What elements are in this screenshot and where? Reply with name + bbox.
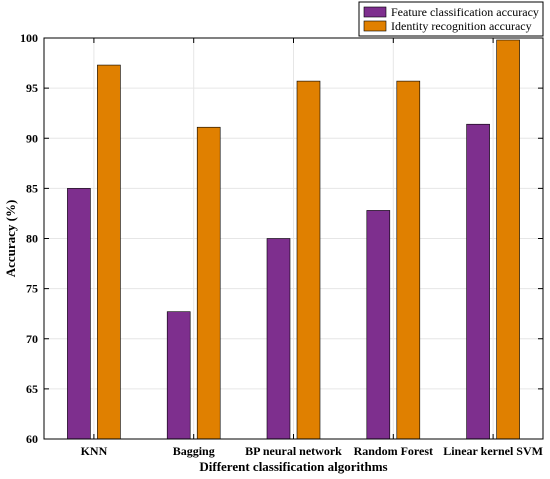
legend-swatch-identity xyxy=(363,20,387,32)
bar-identity-recognition xyxy=(296,80,321,440)
y-tick-label: 85 xyxy=(26,181,38,195)
legend-label-feature: Feature classification accuracy xyxy=(391,5,539,19)
y-tick-label: 75 xyxy=(26,282,38,296)
x-tick-label: Random Forest xyxy=(354,444,433,458)
legend-swatch-feature xyxy=(363,6,387,18)
x-tick-label: Linear kernel SVM xyxy=(443,444,543,458)
legend-label-identity: Identity recognition accuracy xyxy=(391,19,532,33)
bar-identity-recognition xyxy=(496,39,520,440)
y-tick-label: 80 xyxy=(26,232,38,246)
legend: Feature classification accuracy Identity… xyxy=(358,1,544,37)
x-axis-ticks: KNN Bagging BP neural network Random Forest… xyxy=(81,38,543,458)
bar-feature-classification xyxy=(266,238,291,440)
bar-feature-classification xyxy=(466,123,490,440)
x-tick-label: Bagging xyxy=(173,444,215,458)
bar-identity-recognition xyxy=(196,126,221,440)
y-tick-label: 60 xyxy=(26,432,38,446)
y-tick-label: 95 xyxy=(26,81,38,95)
y-axis-ticks: 60 65 70 75 80 85 90 95 100 xyxy=(20,31,543,446)
y-axis-label: Accuracy (%) xyxy=(3,200,18,278)
bar-identity-recognition xyxy=(97,64,121,440)
bar-feature-classification xyxy=(67,188,91,440)
x-tick-label: BP neural network xyxy=(245,444,342,458)
y-tick-label: 70 xyxy=(26,332,38,346)
y-tick-label: 65 xyxy=(26,382,38,396)
bar-identity-recognition xyxy=(396,80,421,440)
grid xyxy=(44,37,543,440)
legend-box xyxy=(358,1,544,37)
y-tick-label: 100 xyxy=(20,31,38,45)
x-tick-label: KNN xyxy=(81,444,108,458)
bar-feature-classification xyxy=(166,311,191,440)
y-tick-label: 90 xyxy=(26,131,38,145)
bar-feature-classification xyxy=(366,210,391,440)
x-axis-label: Different classification algorithms xyxy=(199,459,387,474)
